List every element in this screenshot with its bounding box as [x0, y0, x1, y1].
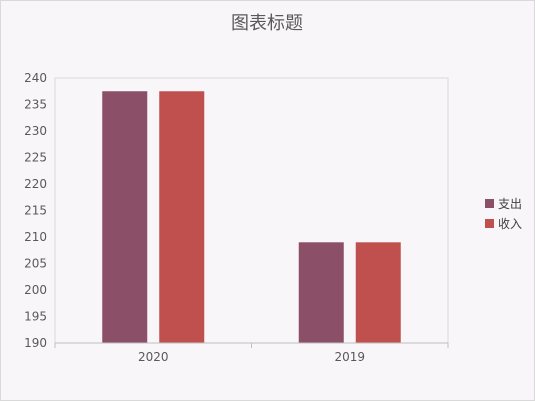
y-tick-label: 230: [24, 124, 47, 138]
bar-income-2020: [159, 91, 205, 343]
legend-swatch-expense: [485, 199, 494, 208]
bar-income-2019: [355, 242, 401, 343]
y-tick-label: 235: [24, 98, 47, 112]
chart-title: 图表标题: [231, 13, 303, 34]
y-axis-ticks: 190 195 200 205 210 215 220 225 230 235 240: [24, 71, 47, 350]
bar-expense-2020: [102, 91, 148, 343]
bar-expense-2019: [298, 242, 344, 343]
legend-label-expense: 支出: [498, 197, 522, 211]
x-tick-label: 2020: [138, 350, 169, 364]
y-tick-label: 195: [24, 310, 47, 324]
bars: [102, 91, 401, 343]
y-tick-label: 240: [24, 71, 47, 85]
legend-label-income: 收入: [498, 217, 522, 231]
legend: 支出 收入: [485, 197, 522, 231]
y-tick-label: 205: [24, 257, 47, 271]
y-tick-label: 200: [24, 283, 47, 297]
x-tick-label: 2019: [334, 350, 365, 364]
y-tick-label: 220: [24, 177, 47, 191]
y-tick-label: 225: [24, 151, 47, 165]
x-axis-ticks: 2020 2019: [138, 350, 365, 364]
y-tick-label: 210: [24, 230, 47, 244]
y-tick-label: 190: [24, 336, 47, 350]
legend-swatch-income: [485, 219, 494, 228]
y-tick-label: 215: [24, 204, 47, 218]
